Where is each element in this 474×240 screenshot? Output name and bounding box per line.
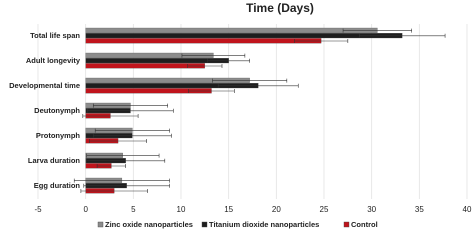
legend-marker [97,221,104,228]
category-label: Protonymph [36,131,81,140]
error-bar [207,58,250,63]
category-label: Egg duration [34,181,81,190]
bar [85,33,403,39]
legend-label: Zinc oxide nanoparticles [105,220,193,229]
error-bar [86,153,160,158]
error-bar [73,178,170,183]
x-tick-label: 30 [367,205,376,214]
error-bar [188,89,235,93]
error-bar [83,183,170,188]
error-bar [87,108,174,113]
category-label: Deutonymph [34,106,80,115]
error-bar [80,189,148,193]
error-bar [294,39,349,43]
legend-marker [201,221,208,228]
error-bar [92,133,172,138]
x-tick-label: 15 [224,205,233,214]
error-bar [181,53,246,58]
chart-title: Time (Days) [246,1,314,15]
legend-label: Control [351,220,378,229]
x-tick-label: 25 [320,205,329,214]
error-bar [212,78,288,83]
x-tick-label: 20 [272,205,281,214]
bar [85,27,378,33]
bar [85,63,205,69]
error-bar [187,64,223,68]
error-bar [82,114,139,118]
x-tick-label: -5 [34,205,42,214]
category-label: Larva duration [28,156,81,165]
category-label: Total life span [30,31,80,40]
error-bar [89,139,147,143]
error-bar [96,164,127,168]
legend-marker [343,221,350,228]
x-tick-label: 40 [463,205,472,214]
legend-label: Titanium dioxide nanoparticles [209,220,319,229]
error-bar [342,28,413,33]
bar [85,38,322,44]
category-label: Developmental time [9,81,80,90]
error-bar [92,103,168,108]
x-tick-label: 5 [131,205,136,214]
error-bar [217,83,299,88]
error-bar [94,128,170,133]
bar [85,58,229,64]
x-tick-label: 35 [415,205,424,214]
chart: Time (Days) -5 0 5 10 15 20 25 30 35 40 Total life… [9,1,472,229]
category-label: Adult longevity [26,56,81,65]
error-bar [358,33,446,38]
error-bar [86,158,166,163]
x-tick-label: 10 [177,205,186,214]
x-tick-label: 0 [83,205,88,214]
